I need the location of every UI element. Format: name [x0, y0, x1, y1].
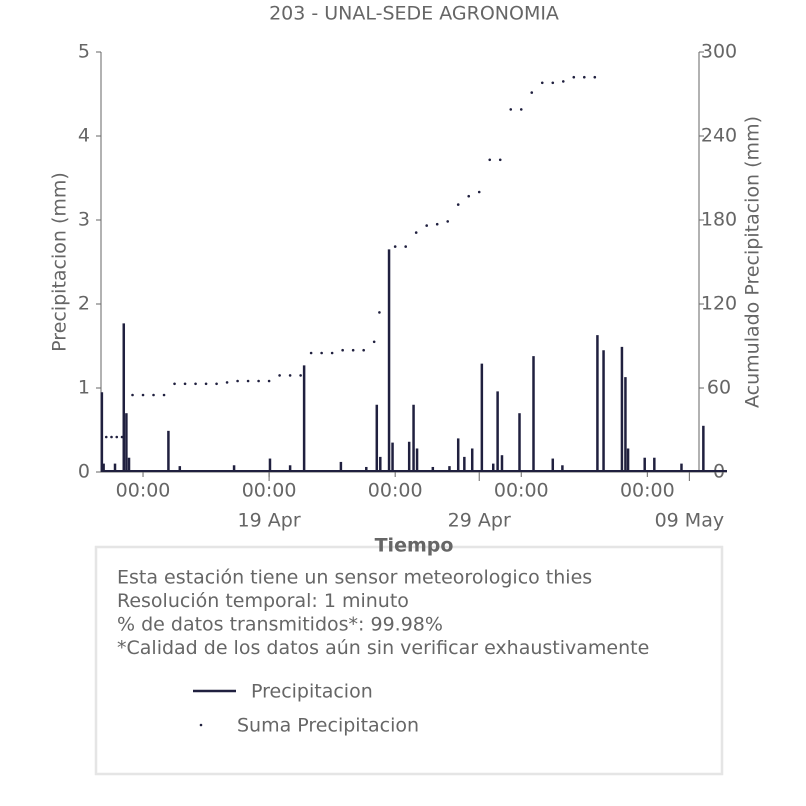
cumulative-dot	[498, 158, 502, 162]
cumulative-dot	[173, 382, 176, 386]
y-tick-label: 0	[78, 461, 90, 483]
x-tick-label: 00:00	[116, 480, 171, 502]
cumulative-dot	[183, 382, 187, 386]
legend-dot-swatch	[199, 723, 203, 727]
cumulative-dot	[519, 108, 523, 111]
info-box	[94, 545, 724, 776]
cumulative-dot	[582, 75, 586, 79]
cumulative-dot	[225, 381, 229, 384]
y-tick-label: 4	[78, 125, 90, 147]
cumulative-dot	[204, 382, 208, 386]
cumulative-dot	[299, 374, 302, 377]
cumulative-dot	[530, 91, 534, 94]
cumulative-dot	[152, 393, 155, 397]
cumulative-dot	[378, 311, 381, 314]
cumulative-dot	[330, 351, 334, 355]
cumulative-dot	[236, 379, 239, 383]
y-tick-label: 3	[78, 209, 90, 231]
info-line: Esta estación tiene un sensor meteorolog…	[117, 567, 592, 589]
x-tick-label: 00:00	[620, 480, 675, 502]
cumulative-dot	[309, 351, 313, 355]
cumulative-dot	[131, 393, 134, 397]
cumulative-dot	[104, 435, 108, 439]
info-line: % de datos transmitidos*: 99.98%	[117, 614, 443, 636]
cumulative-dot	[393, 245, 397, 248]
cumulative-dot	[362, 348, 365, 352]
cumulative-dot	[288, 374, 292, 377]
x-tick-label: 00:00	[494, 480, 549, 502]
legend-label: Precipitacion	[251, 681, 373, 703]
cumulative-dot	[267, 379, 271, 383]
cumulative-dot	[351, 348, 355, 352]
cumulative-dot	[561, 80, 565, 83]
info-line: *Calidad de los datos aún sin verificar …	[117, 637, 649, 659]
cumulative-dot	[120, 435, 124, 439]
cumulative-dot	[414, 231, 418, 234]
cumulative-dot	[446, 220, 450, 223]
y-tick-label: 2	[78, 293, 90, 315]
cumulative-dot	[572, 75, 576, 79]
y-axis-label: Precipitacion (mm)	[49, 172, 71, 352]
cumulative-dot	[115, 435, 119, 439]
cumulative-dot	[278, 374, 281, 377]
cumulative-dot	[162, 393, 166, 397]
cumulative-dot	[477, 190, 481, 194]
y-tick-label: 5	[78, 41, 90, 63]
cumulative-dot	[246, 379, 250, 383]
cumulative-dot	[540, 81, 544, 85]
y2-tick-label: 300	[701, 41, 737, 63]
y-tick-label: 1	[78, 377, 90, 399]
cumulative-dot	[257, 379, 260, 383]
x-tick-label: 00:00	[242, 480, 297, 502]
cumulative-dot	[194, 382, 197, 386]
cumulative-dot	[509, 108, 513, 111]
x-axis-label: Tiempo	[375, 535, 454, 557]
y2-tick-label: 240	[701, 125, 737, 147]
chart-title: 203 - UNAL-SEDE AGRONOMIA	[269, 3, 559, 25]
cumulative-dot	[488, 158, 492, 162]
cumulative-dot	[341, 348, 344, 352]
x-date-label: 09 May	[655, 510, 725, 532]
cumulative-dot	[593, 75, 597, 79]
cumulative-dot	[141, 393, 145, 397]
cumulative-dot	[404, 245, 407, 248]
x-date-label: 19 Apr	[238, 510, 301, 532]
cumulative-dot	[215, 382, 218, 386]
cumulative-dot	[425, 224, 428, 227]
cumulative-dot	[372, 340, 376, 344]
cumulative-dot	[551, 81, 555, 85]
info-line: Resolución temporal: 1 minuto	[117, 590, 409, 612]
x-tick-label: 00:00	[368, 480, 423, 502]
cumulative-dot	[435, 222, 439, 226]
y2-axis-label: Acumulado Precipitacion (mm)	[742, 116, 764, 408]
cumulative-dot	[320, 351, 323, 355]
legend-label: Suma Precipitacion	[237, 715, 419, 737]
y2-tick-label: 60	[707, 377, 731, 399]
cumulative-dot	[467, 194, 471, 198]
cumulative-dot	[110, 435, 113, 439]
y2-tick-label: 180	[701, 209, 737, 231]
x-date-label: 29 Apr	[448, 510, 511, 532]
y2-tick-label: 120	[701, 293, 737, 315]
cumulative-dot	[456, 203, 460, 206]
